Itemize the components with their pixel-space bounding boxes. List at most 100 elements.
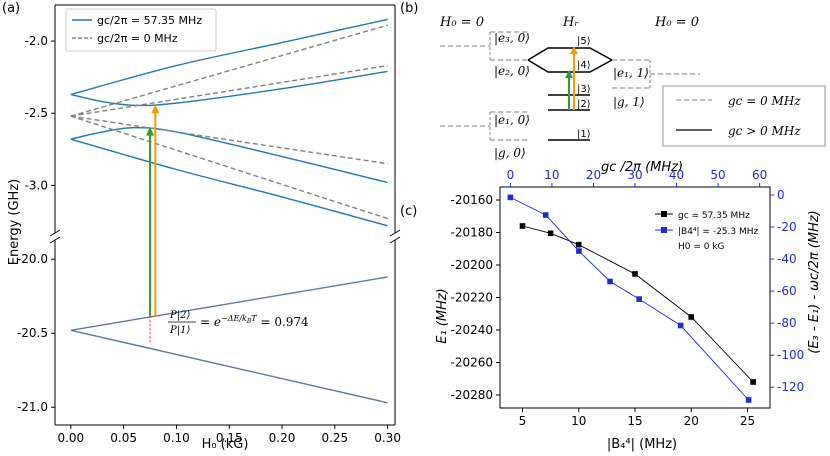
state-e3-0: |e₃, 0⟩ [494, 31, 530, 45]
axis-break-mark [49, 229, 61, 237]
y-tick-label: -20.0 [17, 252, 48, 266]
y2-tick-label: -80 [777, 316, 797, 330]
y-tick-label: -3.0 [25, 178, 48, 192]
legend-label-gc-0: gc/2π = 0 MHz [97, 32, 178, 45]
y2-tick-label: -40 [777, 252, 797, 266]
series-line-gc-57 [70, 138, 388, 227]
y-tick-label: -20280 [450, 388, 493, 402]
series-line-gc-57 [70, 126, 388, 184]
series-line-gc-0 [70, 115, 388, 220]
axis-break-mark [389, 236, 401, 244]
panel-label-b: (b) [400, 1, 418, 16]
y2-tick-label: -60 [777, 284, 797, 298]
data-point-e3-e1 [607, 278, 613, 285]
panel-a-legend: gc/2π = 57.35 MHz gc/2π = 0 MHz [65, 8, 217, 52]
x-tick-label: 0.25 [321, 431, 348, 445]
state-g-0: |g, 0⟩ [494, 146, 526, 160]
y-tick-label: -20180 [450, 226, 493, 240]
data-point-e1 [547, 230, 554, 237]
x2-tick-label: 0 [507, 168, 515, 182]
data-point-e1 [632, 271, 638, 277]
legend-b-gc0: gc = 0 MHz [728, 94, 801, 108]
boltzmann-annotation: P|2⟩ P|1⟩ = e−ΔE/kBT = 0.974 [168, 310, 309, 336]
series-line-gc-0 [70, 64, 388, 117]
state-2: |2⟩ [577, 99, 591, 110]
panel-c-xlabel: |B₄⁴| (MHz) [607, 437, 677, 452]
panel-c-y2label: (E₃ - E₁) - ωc/2π (MHz) [807, 210, 822, 354]
annotation-numerator: P|2⟩ [169, 310, 190, 321]
header-hr: Hᵣ [562, 15, 579, 30]
series-line-e1 [522, 225, 754, 383]
x-tick-label: 0.20 [269, 431, 296, 445]
legend-c-gc: gc = 57.35 MHz [678, 211, 750, 221]
x2-tick-label: 30 [627, 168, 642, 182]
arrowhead-green [565, 70, 573, 78]
legend-c-black-marker [661, 211, 667, 217]
legend-box [65, 8, 217, 52]
x-tick-label: 25 [740, 414, 755, 428]
panel-label-a: (a) [2, 1, 20, 16]
series-line-gc-57 [70, 18, 388, 96]
x2-tick-label: 60 [752, 168, 767, 182]
series-line-gc-0 [70, 115, 388, 165]
state-1: |1⟩ [577, 129, 591, 140]
y2-tick-label: -120 [777, 380, 804, 394]
panel-c-chart: 5 10 15 20 25 0 10 20 30 40 50 60 -20160 -20180 -20200… [450, 168, 804, 428]
x2-tick-label: 10 [544, 168, 559, 182]
series-line-ground [70, 276, 388, 331]
x-tick-label: 20 [684, 414, 699, 428]
y-tick-label: -20.5 [17, 326, 48, 340]
arrowhead-orange [151, 104, 160, 114]
state-5: |5⟩ [577, 36, 591, 47]
data-point-e3-e1 [677, 322, 684, 329]
panel-c-legend: gc = 57.35 MHz |B4⁴| = -25.3 MHz H0 = 0 … [655, 211, 759, 252]
y-tick-label: -20200 [450, 258, 493, 272]
annotation-expression: = e−ΔE/kBT = 0.974 [200, 314, 309, 329]
x2-tick-label: 50 [710, 168, 725, 182]
axis-break-mark [389, 229, 401, 237]
data-point-e3-e1 [542, 212, 549, 218]
y2-tick-label: -100 [777, 348, 804, 362]
legend-b-gcpos: gc > 0 MHz [728, 124, 801, 138]
annotation-denominator: P|1⟩ [169, 325, 190, 336]
state-e2-0: |e₂, 0⟩ [494, 64, 530, 78]
panel-a-ylabel: Energy (GHz) [7, 179, 22, 265]
panel-b-diagram: H₀ = 0 Hᵣ H₀ = 0 |e₃, 0⟩ |e₂, 0⟩ |e₁, 0⟩… [439, 15, 826, 160]
x-tick-label: 0.05 [110, 431, 137, 445]
arrowhead-green [146, 126, 155, 136]
legend-c-b44: |B4⁴| = -25.3 MHz [678, 227, 759, 237]
state-3: |3⟩ [577, 84, 591, 95]
state-4: |4⟩ [577, 60, 591, 71]
y2-tick-label: -20 [777, 220, 797, 234]
x-tick-label: 10 [571, 414, 586, 428]
x-tick-label: 0.10 [163, 431, 190, 445]
series-line-gc-0 [70, 24, 388, 117]
data-point-e1 [688, 314, 695, 320]
x-tick-label: 15 [627, 414, 642, 428]
y-tick-label: -20260 [450, 356, 493, 370]
y-tick-label: -20160 [450, 193, 493, 207]
series-line-gc-57 [70, 70, 388, 107]
data-point-e3-e1 [636, 296, 642, 302]
data-point-e3-e1 [745, 397, 752, 403]
panel-a-xlabel: H₀ (kG) [202, 437, 249, 452]
data-point-e1 [575, 241, 582, 248]
axis-break-mark [49, 236, 61, 244]
x-tick-label: 0.15 [216, 431, 243, 445]
legend-c-blue-marker [661, 227, 667, 233]
header-h0-right: H₀ = 0 [654, 15, 699, 30]
panel-b-legend-box [662, 85, 826, 147]
arrowhead-orange [570, 46, 578, 54]
y-tick-label: -2.0 [25, 34, 48, 48]
x-tick-label: 0.00 [57, 431, 84, 445]
y-tick-label: -20240 [450, 323, 493, 337]
state-e1-1: |e₁, 1⟩ [613, 66, 649, 80]
series-line-ground [70, 329, 388, 404]
state-e1-0: |e₁, 0⟩ [494, 113, 530, 127]
x2-tick-label: 40 [669, 168, 684, 182]
data-point-e3-e1 [576, 248, 582, 254]
panel-a-chart: 0.00 0.05 0.10 0.15 0.20 0.25 0.30 -2.0 -2.5 -3.0… [17, 4, 401, 445]
x2-tick-label: 20 [586, 168, 601, 182]
x-tick-label: 0.30 [374, 431, 401, 445]
y2-tick-label: 0 [777, 188, 785, 202]
